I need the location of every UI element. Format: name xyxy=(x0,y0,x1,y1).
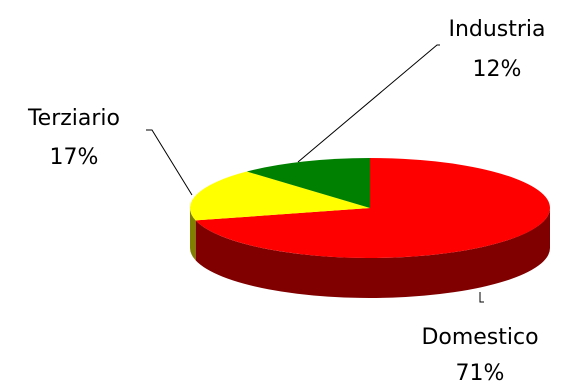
leader-line-domestico xyxy=(479,292,484,303)
label-domestico-name: Domestico xyxy=(421,325,538,350)
label-terziario-pct: 17% xyxy=(50,145,99,170)
pie-sides xyxy=(190,208,550,298)
pie-slice-terziario xyxy=(190,171,370,221)
pie-side-domestico xyxy=(195,208,550,298)
leader-line-industria xyxy=(297,44,440,163)
pie-tops xyxy=(190,158,551,258)
leader-lines xyxy=(146,44,484,303)
label-terziario-name: Terziario xyxy=(27,106,120,131)
label-domestico-pct: 71% xyxy=(456,361,505,385)
label-industria-name: Industria xyxy=(448,17,545,42)
pie-slice-domestico xyxy=(195,158,551,258)
pie-slice-industria xyxy=(246,158,370,208)
label-industria-pct: 12% xyxy=(473,57,522,82)
pie-side-terziario xyxy=(190,208,196,261)
leader-line-terziario xyxy=(146,129,193,196)
